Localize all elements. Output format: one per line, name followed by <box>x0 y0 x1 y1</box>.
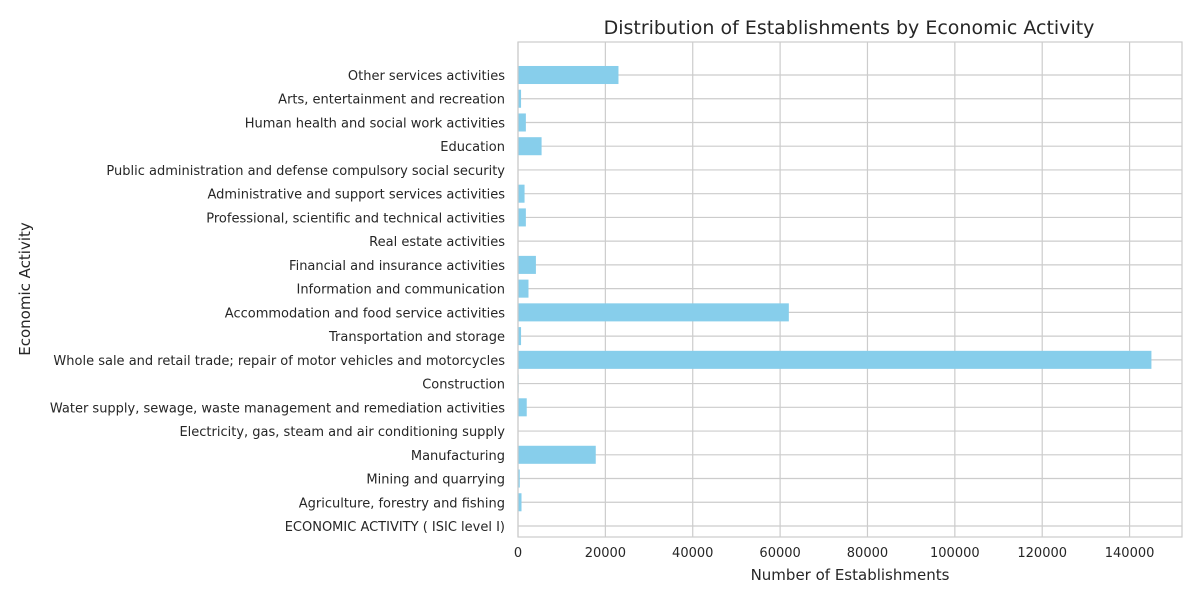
y-tick-label: Transportation and storage <box>328 330 505 345</box>
grid-layer <box>517 42 1182 537</box>
bar <box>518 327 522 346</box>
y-tick-label: Financial and insurance activities <box>289 259 505 274</box>
x-tick-label: 80000 <box>847 546 888 561</box>
bar <box>518 184 525 203</box>
y-tick-label: Public administration and defense compul… <box>106 164 505 179</box>
y-tick-label: Human health and social work activities <box>245 116 506 131</box>
bar <box>518 208 526 227</box>
x-tick-label: 120000 <box>1017 546 1067 561</box>
bar <box>518 493 522 512</box>
bar <box>518 113 526 132</box>
y-tick-label: Administrative and support services acti… <box>208 188 506 203</box>
x-tick-label: 40000 <box>672 546 713 561</box>
x-tick-labels: 0 20000 40000 60000 80000 100000 120000 140000 <box>514 546 1155 561</box>
bar <box>518 279 529 298</box>
y-tick-label: Whole sale and retail trade; repair of m… <box>53 354 505 369</box>
x-tick-label: 60000 <box>759 546 800 561</box>
bar <box>518 303 789 322</box>
y-tick-label: ECONOMIC ACTIVITY ( ISIC level I) <box>285 520 505 535</box>
y-tick-label: Construction <box>422 378 505 393</box>
x-tick-label: 20000 <box>585 546 626 561</box>
bars-layer <box>518 65 1152 512</box>
x-tick-label: 140000 <box>1105 546 1155 561</box>
x-tick-label: 100000 <box>930 546 980 561</box>
y-tick-label: Accommodation and food service activitie… <box>225 306 505 321</box>
y-tick-label: Water supply, sewage, waste management a… <box>50 401 505 416</box>
x-axis-title: Number of Establishments <box>751 566 950 584</box>
bar <box>518 350 1152 369</box>
y-tick-label: Professional, scientific and technical a… <box>206 211 505 226</box>
bar <box>518 445 596 464</box>
chart-title: Distribution of Establishments by Econom… <box>604 17 1095 39</box>
bar <box>518 65 619 85</box>
y-tick-label: Electricity, gas, steam and air conditio… <box>179 425 505 440</box>
bar <box>518 137 542 156</box>
y-tick-label: Mining and quarrying <box>366 473 505 488</box>
y-tick-label: Real estate activities <box>369 235 505 250</box>
bar <box>518 89 522 108</box>
y-tick-labels: ECONOMIC ACTIVITY ( ISIC level I) Agricul… <box>50 69 505 535</box>
y-tick-label: Other services activities <box>348 69 505 84</box>
y-tick-label: Education <box>440 140 505 155</box>
x-tick-label: 0 <box>514 546 522 561</box>
bar <box>518 255 536 274</box>
y-axis-title: Economic Activity <box>16 222 34 356</box>
y-tick-label: Information and communication <box>296 283 505 298</box>
y-tick-label: Manufacturing <box>411 449 505 464</box>
y-tick-label: Agriculture, forestry and fishing <box>299 496 505 511</box>
plot-frame <box>517 41 1183 538</box>
bar <box>518 398 527 417</box>
y-tick-label: Arts, entertainment and recreation <box>278 93 505 108</box>
bar <box>518 469 520 488</box>
